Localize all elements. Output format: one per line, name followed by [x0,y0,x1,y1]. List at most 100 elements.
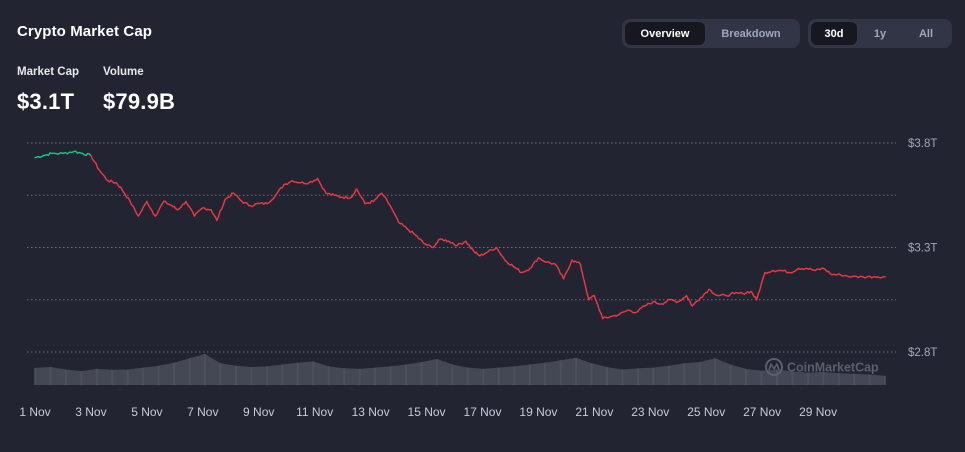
volume-bar [126,369,129,385]
watermark: CoinMarketCap [765,358,879,376]
x-tick-label: 3 Nov [75,405,106,419]
gridlines [27,142,896,353]
stat-label: Market Cap [17,66,79,78]
volume-bar [188,358,191,385]
volume-bar [729,364,732,385]
volume-bar [853,373,856,385]
x-tick-label: 13 Nov [352,405,390,419]
tab-overview[interactable]: Overview [625,22,705,45]
price-segment [90,154,94,161]
x-tick-label: 21 Nov [575,405,613,419]
volume-bar [698,362,701,385]
volume-bar [49,367,52,385]
price-line [34,150,886,320]
volume-bar [64,369,67,385]
volume-bar [219,363,222,385]
price-segment [586,292,590,301]
volume-bar [714,358,717,385]
volume-bar [250,367,253,385]
price-segment [583,278,587,287]
price-segment [759,282,763,291]
price-segment [584,285,588,295]
volume-bar [204,354,206,385]
price-segment [597,303,601,311]
watermark-text: CoinMarketCap [787,361,879,375]
volume-bar [343,368,346,385]
volume-bar [683,363,686,385]
y-tick-label: $3.8T [908,138,937,150]
x-tick-label: 5 Nov [131,405,162,419]
x-tick-label: 25 Nov [687,405,725,419]
view-toggle: Overview Breakdown [622,19,800,48]
volume-bar [34,367,36,385]
volume-bar [95,368,98,385]
volume-bars [34,354,887,386]
stat-market-cap: Market Cap $3.1T [17,66,79,115]
x-tick-label: 7 Nov [187,405,218,419]
volume-bar [590,363,593,385]
volume-bar [312,361,315,385]
x-tick-label: 1 Nov [19,405,50,419]
volume-bar [374,367,377,385]
volume-bar [327,366,330,385]
volume-bar [281,364,284,385]
volume-bar [652,367,655,385]
x-tick-label: 23 Nov [631,405,669,419]
volume-bar [111,369,114,385]
volume-bar [420,362,423,385]
volume-bar [868,374,871,385]
volume-bar [636,368,639,385]
x-tick-label: 11 Nov [296,405,333,419]
price-segment [95,162,99,169]
volume-bar [837,373,840,385]
volume-bar [80,371,83,386]
price-segment [396,217,400,224]
x-tick-label: 15 Nov [408,405,446,419]
x-tick-label: 19 Nov [519,405,557,419]
range-1y-button[interactable]: 1y [873,27,887,40]
stat-value: $79.9B [103,89,176,114]
volume-bar [405,364,407,385]
price-segment [760,276,764,284]
volume-bar [466,367,469,385]
coinmarketcap-logo-icon [765,358,783,376]
price-segment [132,205,136,212]
volume-bar [157,365,160,385]
volume-bar [667,365,670,385]
range-all-button[interactable]: All [918,27,934,40]
x-tick-label: 9 Nov [243,405,274,419]
volume-bar [760,370,763,385]
price-segment [221,203,225,210]
price-segment [557,268,561,274]
stat-volume: Volume $79.9B [103,66,175,115]
volume-bar [575,357,577,385]
volume-bar [435,359,438,385]
price-segment [595,300,599,306]
range-30d-button[interactable]: 30d [811,22,857,45]
stat-value: $3.1T [17,89,75,114]
volume-bar [621,369,624,385]
tab-breakdown[interactable]: Breakdown [721,27,781,40]
y-axis-labels: $3.8T $3.3T $2.8T [908,138,937,359]
price-segment [156,209,160,216]
price-segment [151,209,155,216]
price-segment [320,183,324,190]
volume-area [35,354,886,385]
range-toggle: 30d 1y All [808,19,952,48]
volume-bar [296,362,299,385]
volume-bar [513,366,516,385]
price-segment [362,198,366,205]
volume-bar [559,360,562,385]
price-segment [757,289,761,295]
volume-bar [606,367,608,385]
volume-bar [235,365,237,385]
volume-bar [806,372,809,385]
stats-row: Market Cap $3.1T Volume $79.9B [17,66,175,115]
price-segment [146,200,150,207]
volume-bar [265,366,268,385]
price-segment [569,259,573,266]
volume-bar [358,368,361,385]
volume-bar [451,364,454,385]
volume-bar [544,362,547,385]
